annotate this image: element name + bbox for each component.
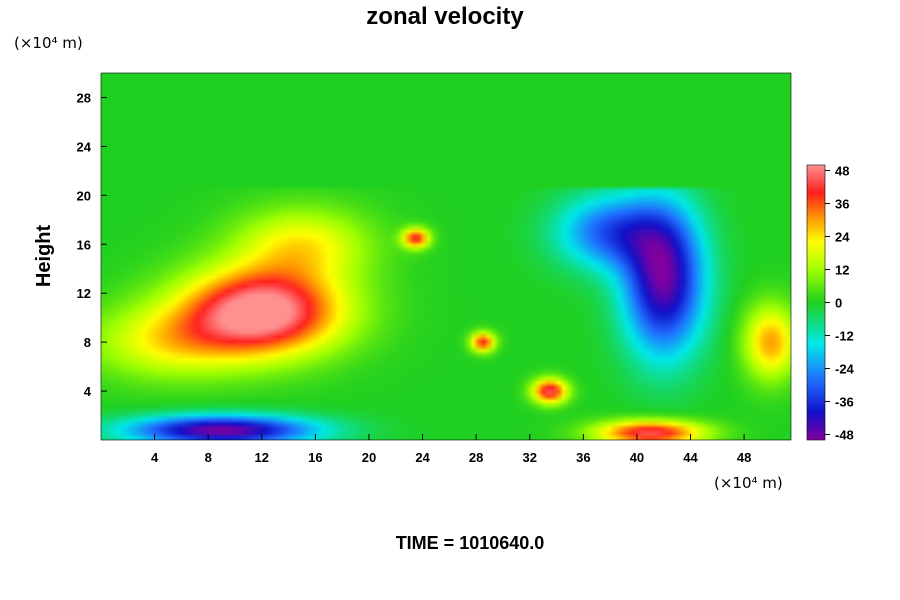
colorbar-tick-label: 36: [835, 197, 849, 212]
x-tick-label: 20: [362, 450, 376, 465]
time-label: TIME = 1010640.0: [396, 533, 545, 553]
y-tick-label: 16: [77, 237, 91, 252]
y-tick-label: 4: [84, 384, 92, 399]
plot-frame: [100, 72, 792, 441]
y-tick-label: 8: [84, 335, 91, 350]
y-tick-label: 24: [77, 139, 92, 154]
heatmap-image: [101, 73, 791, 440]
colorbar: [806, 164, 826, 441]
colorbar-tick-label: -36: [835, 395, 854, 410]
x-tick-label: 48: [737, 450, 751, 465]
x-tick-label: 44: [683, 450, 698, 465]
heatmap-field: [101, 73, 791, 440]
y-tick-label: 12: [77, 286, 91, 301]
x-tick-label: 16: [308, 450, 322, 465]
x-tick-label: 32: [523, 450, 537, 465]
x-ticks: 4 8 12 16 20 24 28 32 36 40 44 48: [151, 434, 751, 465]
y-unit-label: (×10⁴ m): [14, 34, 83, 52]
colorbar-tick-label: 12: [835, 263, 849, 278]
colorbar-tick-label: 48: [835, 164, 849, 179]
x-tick-label: 8: [205, 450, 212, 465]
y-axis-label: Height: [33, 225, 55, 288]
x-tick-label: 28: [469, 450, 483, 465]
colorbar-tick-label: 24: [835, 230, 850, 245]
x-unit-label: (×10⁴ m): [714, 474, 783, 492]
colorbar-tick-label: -12: [835, 329, 854, 344]
x-tick-label: 4: [151, 450, 159, 465]
chart-title: zonal velocity: [366, 3, 524, 30]
y-tick-label: 20: [77, 188, 91, 203]
x-tick-label: 12: [255, 450, 269, 465]
colorbar-tick-label: -48: [835, 428, 854, 443]
y-ticks: 4 8 12 16 20 24 28: [77, 90, 107, 399]
x-tick-label: 40: [630, 450, 644, 465]
colorbar-tick-label: -24: [835, 362, 855, 377]
colorbar-ticks: 48 36 24 12 0 -12 -24 -36 -48: [825, 164, 855, 443]
x-tick-label: 24: [415, 450, 430, 465]
x-tick-label: 36: [576, 450, 590, 465]
y-tick-label: 28: [77, 90, 91, 105]
colorbar-tick-label: 0: [835, 296, 842, 311]
